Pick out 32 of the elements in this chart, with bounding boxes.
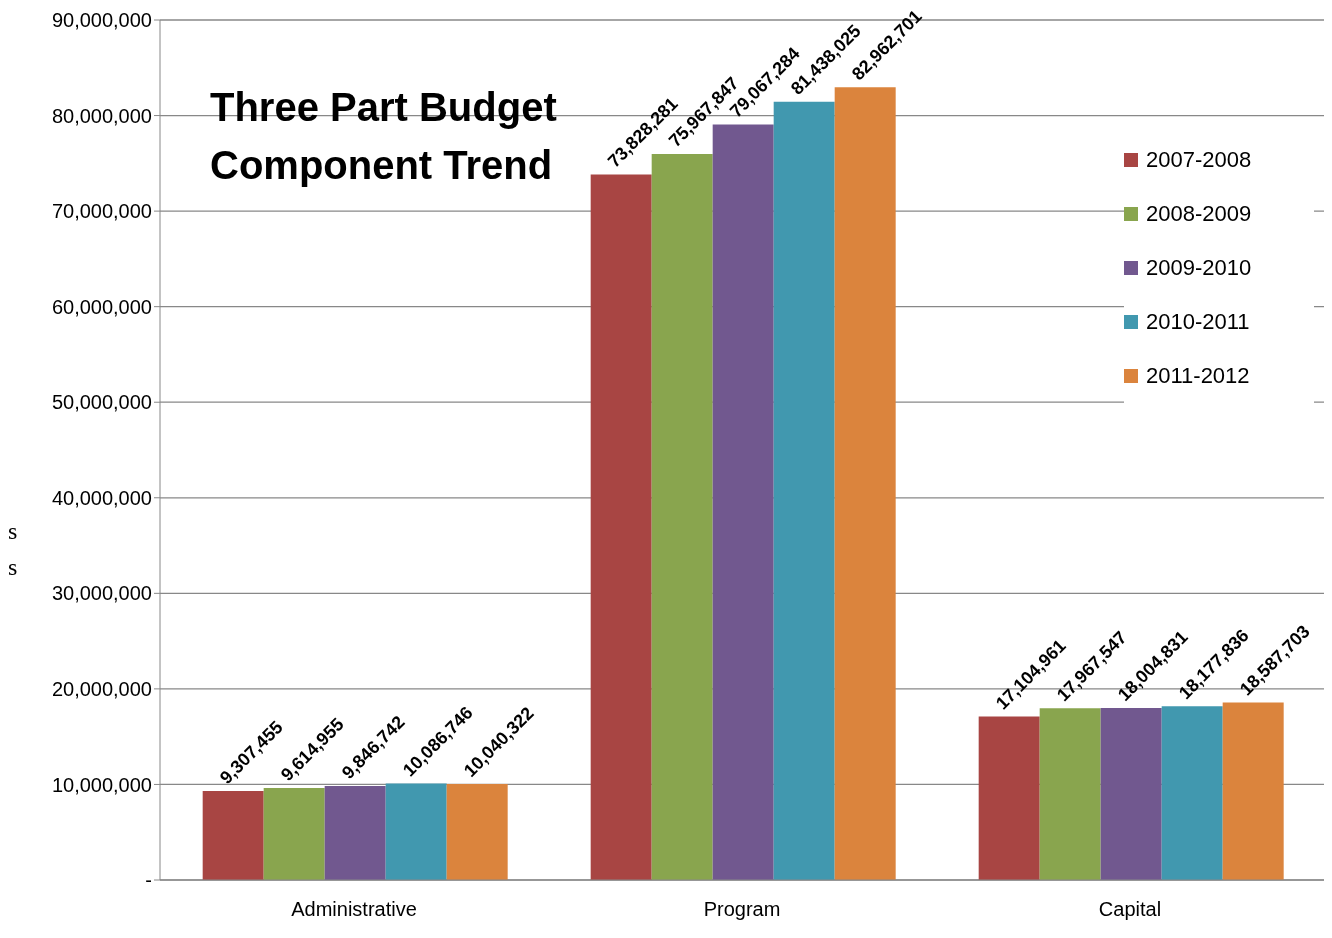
text: s (8, 554, 18, 581)
y-tick-label: 80,000,000 (51, 104, 152, 127)
y-tick-label: 70,000,000 (51, 200, 152, 223)
legend-label: 2007-2008 (1146, 147, 1252, 173)
y-tick-label: - (145, 869, 152, 892)
y-tick-label: 40,000,000 (51, 486, 152, 509)
bar (1100, 707, 1162, 880)
text: Three Part Budget Component Trend (210, 84, 558, 189)
legend-label: 2011-2012 (1146, 363, 1250, 389)
y-tick-label: 20,000,000 (51, 677, 152, 700)
bar (263, 788, 325, 880)
bar (590, 174, 652, 880)
y-tick-label: 90,000,000 (51, 9, 152, 32)
x-tick-label: Capital (1098, 898, 1162, 921)
bar (1161, 706, 1223, 880)
text: s (8, 518, 18, 545)
y-tick-label: 10,000,000 (51, 773, 152, 796)
x-tick-label: Administrative (291, 898, 417, 921)
bar (385, 783, 447, 880)
bar (202, 791, 264, 880)
bar (446, 784, 508, 880)
legend-label: 2008-2009 (1146, 201, 1252, 227)
y-tick-label: 60,000,000 (51, 295, 152, 318)
x-tick-label: Program (703, 898, 781, 921)
legend-label: 2009-2010 (1146, 255, 1252, 281)
bar (324, 785, 386, 880)
y-tick-label: 30,000,000 (51, 582, 152, 605)
bar (1222, 702, 1284, 880)
bar (978, 716, 1040, 880)
y-tick-label: 50,000,000 (51, 391, 152, 414)
bar (1039, 708, 1101, 880)
legend-label: 2010-2011 (1146, 309, 1250, 335)
